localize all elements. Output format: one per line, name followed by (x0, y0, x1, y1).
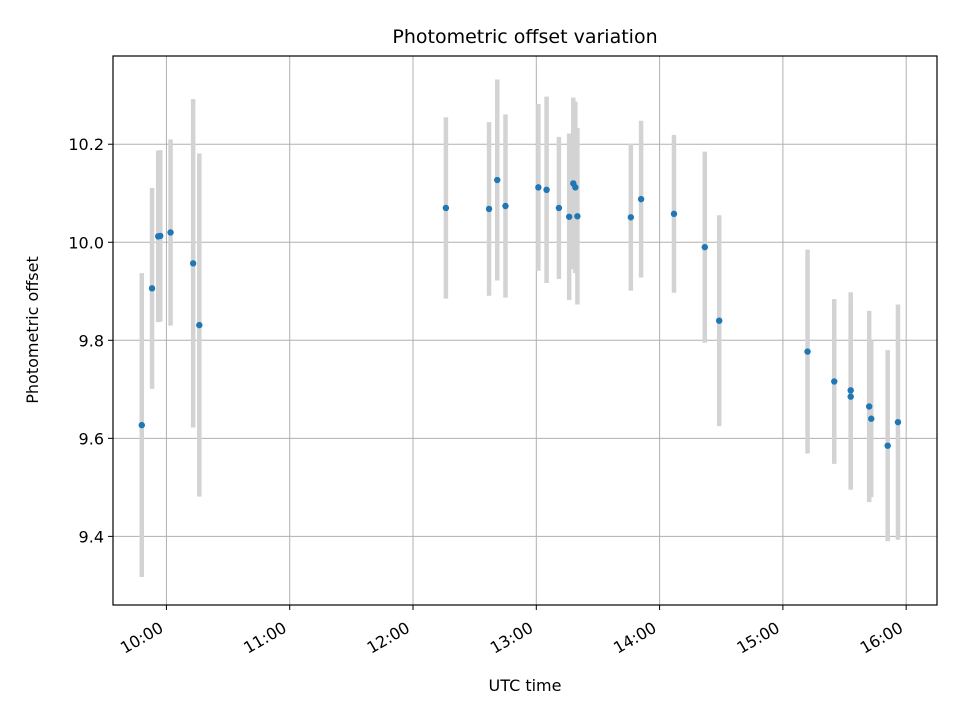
data-point (502, 202, 509, 210)
error-bars (139, 79, 901, 578)
y-axis-label: Photometric offset (23, 256, 42, 404)
plot-frame (112, 55, 938, 606)
x-tick-label: 12:00 (364, 618, 413, 658)
data-point (148, 285, 156, 292)
y-tick-label: 10.0 (68, 233, 104, 252)
data-point (157, 232, 164, 240)
data-point (485, 205, 493, 213)
data-points (138, 176, 902, 449)
data-point (494, 176, 501, 184)
data-point (167, 229, 174, 236)
y-axis-ticks: 9.4 9.6 9.8 10.0 10.2 (68, 135, 113, 546)
y-tick-label: 10.2 (68, 135, 104, 154)
data-point (831, 378, 838, 385)
data-point (574, 213, 581, 220)
x-axis-ticks: 10:00 11:00 12:00 13:00 14:00 15:00 16:00 (117, 605, 907, 658)
data-point (555, 204, 563, 212)
x-tick-label: 13:00 (487, 618, 536, 658)
data-point (138, 421, 145, 429)
x-axis-label: UTC time (489, 676, 562, 695)
x-tick-label: 11:00 (240, 618, 289, 658)
data-point (847, 393, 854, 400)
y-tick-label: 9.4 (79, 527, 104, 546)
data-point (565, 213, 573, 220)
data-point (865, 403, 873, 410)
data-point (670, 210, 678, 218)
data-point (701, 243, 709, 251)
data-point (535, 184, 542, 191)
data-point (627, 214, 635, 221)
chart-title: Photometric offset variation (392, 26, 657, 48)
data-point (884, 442, 891, 449)
data-point (868, 415, 875, 422)
data-point (894, 418, 902, 426)
data-point (637, 195, 645, 203)
data-point (572, 184, 579, 191)
x-tick-label: 15:00 (733, 618, 782, 658)
data-point (543, 186, 550, 194)
data-point (189, 260, 197, 267)
x-tick-label: 10:00 (117, 618, 166, 658)
data-point (442, 204, 450, 212)
x-tick-label: 14:00 (610, 618, 659, 658)
y-tick-label: 9.6 (79, 429, 104, 448)
data-point (715, 317, 723, 324)
data-point (196, 321, 203, 329)
x-tick-label: 16:00 (857, 618, 906, 658)
gridlines (113, 56, 937, 605)
data-point (804, 348, 811, 355)
data-point (847, 387, 854, 394)
y-tick-label: 9.8 (79, 331, 104, 350)
